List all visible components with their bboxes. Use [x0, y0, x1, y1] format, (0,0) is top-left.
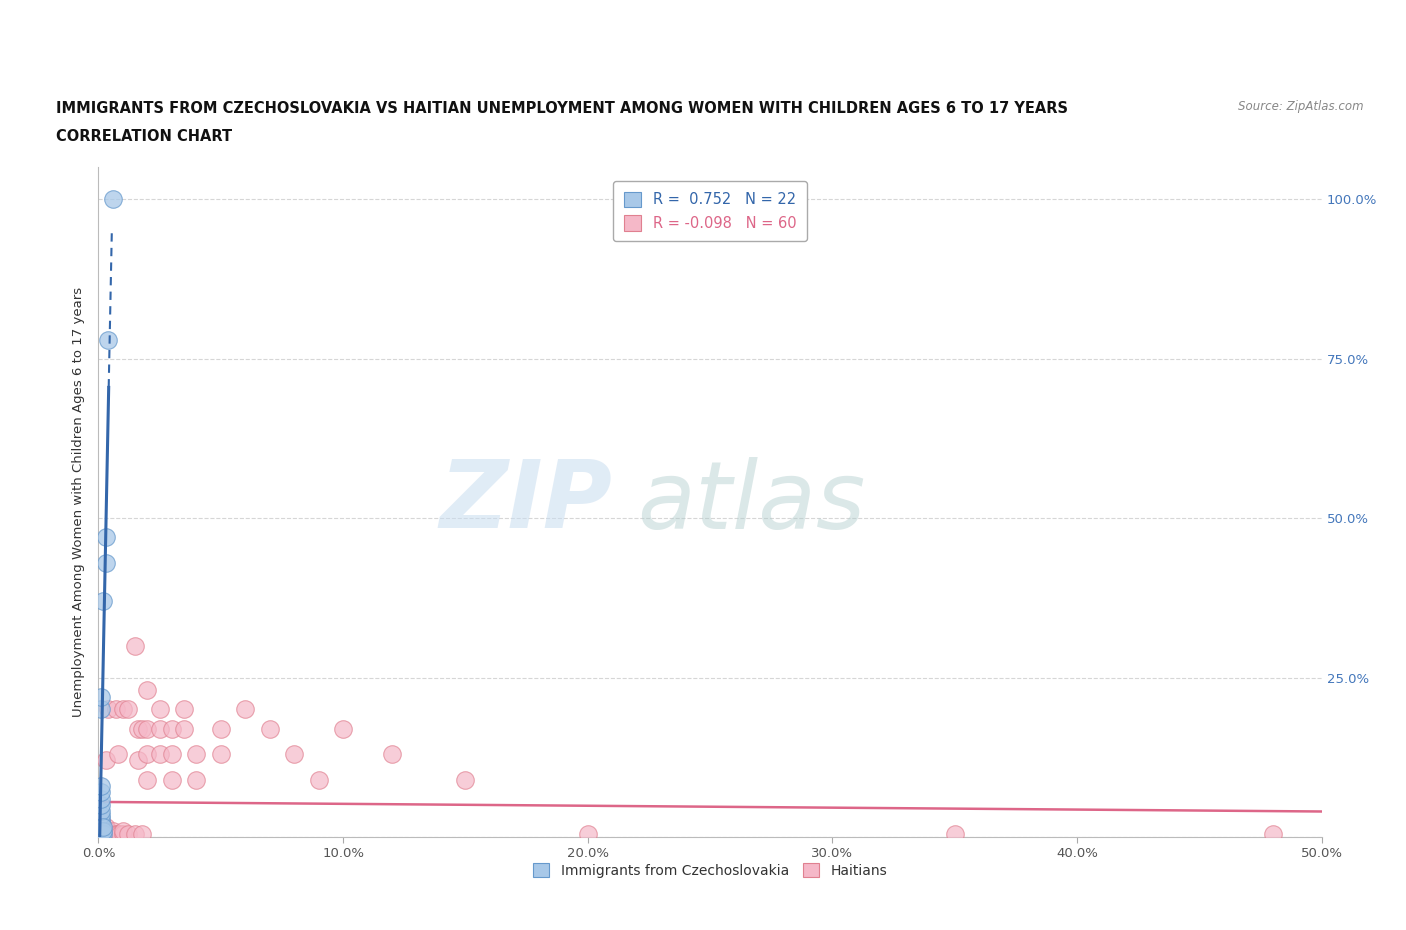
Point — [1261, 827, 1284, 842]
Point — [149, 747, 172, 762]
Point — [259, 721, 281, 736]
Point — [91, 820, 114, 835]
Point — [90, 820, 112, 835]
Point — [131, 827, 153, 842]
Point — [233, 702, 256, 717]
Point — [136, 683, 159, 698]
Point — [97, 823, 120, 838]
Point — [94, 753, 117, 768]
Point — [90, 814, 112, 829]
Point — [283, 747, 305, 762]
Point — [90, 804, 112, 819]
Point — [97, 827, 120, 842]
Point — [117, 827, 139, 842]
Point — [111, 823, 134, 838]
Point — [90, 791, 112, 806]
Point — [454, 772, 477, 787]
Point — [90, 827, 112, 842]
Point — [107, 747, 129, 762]
Text: IMMIGRANTS FROM CZECHOSLOVAKIA VS HAITIAN UNEMPLOYMENT AMONG WOMEN WITH CHILDREN: IMMIGRANTS FROM CZECHOSLOVAKIA VS HAITIA… — [56, 101, 1069, 116]
Point — [90, 817, 112, 831]
Point — [173, 702, 195, 717]
Point — [94, 820, 117, 835]
Point — [91, 593, 114, 608]
Point — [91, 823, 114, 838]
Point — [127, 721, 149, 736]
Point — [160, 721, 183, 736]
Point — [131, 721, 153, 736]
Point — [90, 778, 112, 793]
Point — [332, 721, 354, 736]
Point — [90, 785, 112, 800]
Point — [90, 689, 112, 704]
Point — [160, 747, 183, 762]
Point — [186, 772, 208, 787]
Point — [381, 747, 404, 762]
Point — [160, 772, 183, 787]
Point — [101, 827, 124, 842]
Point — [100, 827, 122, 842]
Point — [104, 702, 127, 717]
Point — [149, 702, 172, 717]
Point — [101, 192, 124, 206]
Point — [209, 747, 232, 762]
Text: CORRELATION CHART: CORRELATION CHART — [56, 129, 232, 144]
Point — [90, 814, 112, 829]
Legend: Immigrants from Czechoslovakia, Haitians: Immigrants from Czechoslovakia, Haitians — [527, 857, 893, 884]
Point — [91, 827, 114, 842]
Point — [111, 702, 134, 717]
Point — [90, 823, 112, 838]
Point — [91, 820, 114, 835]
Point — [308, 772, 330, 787]
Point — [90, 823, 112, 838]
Text: Source: ZipAtlas.com: Source: ZipAtlas.com — [1239, 100, 1364, 113]
Text: ZIP: ZIP — [439, 457, 612, 548]
Point — [90, 798, 112, 813]
Text: atlas: atlas — [637, 457, 865, 548]
Point — [576, 827, 599, 842]
Point — [136, 747, 159, 762]
Point — [97, 702, 120, 717]
Point — [90, 827, 112, 842]
Point — [117, 702, 139, 717]
Point — [110, 827, 132, 842]
Point — [90, 702, 112, 717]
Point — [136, 721, 159, 736]
Point — [149, 721, 172, 736]
Point — [943, 827, 966, 842]
Point — [124, 638, 146, 653]
Point — [173, 721, 195, 736]
Point — [136, 772, 159, 787]
Point — [186, 747, 208, 762]
Point — [90, 817, 112, 831]
Point — [94, 555, 117, 570]
Point — [94, 823, 117, 838]
Point — [90, 807, 112, 822]
Point — [209, 721, 232, 736]
Point — [97, 332, 120, 347]
Point — [94, 827, 117, 842]
Point — [91, 823, 114, 838]
Point — [101, 823, 124, 838]
Point — [127, 753, 149, 768]
Point — [107, 827, 129, 842]
Point — [124, 827, 146, 842]
Point — [90, 810, 112, 825]
Point — [104, 827, 127, 842]
Y-axis label: Unemployment Among Women with Children Ages 6 to 17 years: Unemployment Among Women with Children A… — [72, 287, 86, 717]
Point — [91, 827, 114, 842]
Point — [94, 530, 117, 545]
Point — [90, 820, 112, 835]
Point — [111, 827, 134, 842]
